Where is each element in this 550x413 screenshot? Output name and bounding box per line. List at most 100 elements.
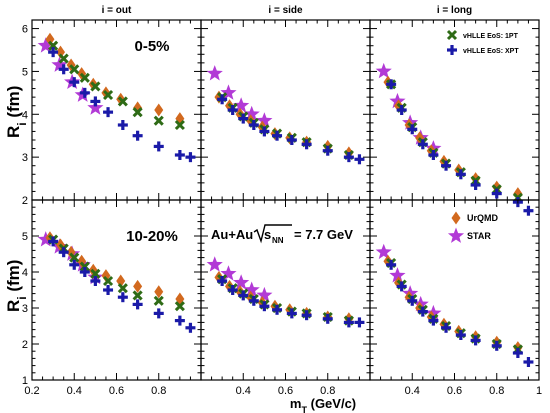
diamond-shape (154, 285, 164, 299)
data-point-vhlle-eos-1pt (79, 72, 90, 83)
cross-stroke (48, 40, 59, 51)
data-point-vhlle-eos-xpt (470, 180, 481, 190)
star-shape (243, 281, 260, 297)
legend-marker-star (447, 227, 465, 243)
data-point-vhlle-eos-1pt (174, 301, 185, 312)
data-point-vhlle-eos-xpt (238, 113, 249, 124)
y-axis-label-bottom: Ri (fm) (4, 260, 29, 312)
series-star (206, 65, 273, 128)
data-point-vhlle-eos-xpt (248, 295, 259, 306)
panel-grid: 2 3 4 5 6 i = out 0-5% i = side i = long 1 2 3 4 5 0.2… (22, 5, 542, 397)
data-point-star (375, 62, 392, 79)
star-shape (425, 304, 442, 321)
star-shape (206, 65, 223, 81)
series-urqmd (383, 254, 523, 355)
data-point-star (51, 56, 68, 72)
star-shape (389, 92, 406, 109)
data-point-vhlle-eos-1pt (79, 261, 90, 272)
data-point-vhlle-eos-1pt (102, 275, 114, 287)
legend-marker-vhlle-eos-xpt (447, 45, 457, 55)
series-vhlle-eos-xpt (217, 276, 365, 328)
cross-stroke (79, 261, 90, 272)
series-star (375, 62, 442, 156)
data-point-vhlle-eos-xpt (79, 267, 90, 277)
data-point-star (87, 99, 104, 115)
star-shape (375, 243, 392, 260)
data-point-vhlle-eos-1pt (132, 107, 143, 118)
data-point-star (425, 304, 442, 321)
y-axis-label-top: Ri (fm) (4, 86, 29, 138)
data-point-star (375, 243, 392, 260)
y-tick-label: 4 (22, 109, 28, 121)
data-point-vhlle-eos-xpt (322, 145, 333, 156)
data-point-vhlle-eos-xpt (301, 139, 312, 150)
legend-data: UrQMD STAR (447, 211, 498, 243)
data-point-vhlle-eos-xpt (48, 236, 59, 247)
data-point-star (220, 84, 237, 100)
data-point-urqmd (45, 32, 55, 46)
panel-r0-c0: 2 3 4 5 6 i = out 0-5% (22, 5, 202, 207)
data-point-vhlle-eos-xpt (343, 152, 354, 163)
data-point-star (220, 265, 237, 281)
data-point-vhlle-eos-xpt (132, 130, 143, 141)
legend-label: STAR (467, 231, 491, 241)
collision-annotation: Au+Au s NN = 7.7 GeV (211, 224, 353, 245)
data-point-vhlle-eos-1pt (90, 268, 101, 279)
star-shape (51, 56, 68, 72)
legend-label: vHLLE EoS: XPT (463, 48, 519, 55)
data-point-vhlle-eos-xpt (428, 315, 439, 326)
data-point-vhlle-eos-1pt (90, 81, 101, 92)
data-point-vhlle-eos-xpt (58, 64, 69, 75)
data-point-vhlle-eos-1pt (153, 295, 164, 306)
data-point-vhlle-eos-1pt (48, 40, 59, 51)
data-point-vhlle-eos-xpt (103, 107, 114, 118)
cross-stroke (174, 119, 185, 131)
data-point-vhlle-eos-xpt (512, 348, 523, 358)
cross-stroke (90, 81, 101, 92)
panel-title: i = out (102, 5, 132, 16)
centrality-label: 10-20% (126, 228, 178, 245)
data-point-vhlle-eos-xpt (396, 105, 407, 115)
data-point-vhlle-eos-xpt (185, 322, 196, 333)
cross-stroke (132, 290, 143, 301)
cross-stroke (69, 252, 80, 263)
series-star (375, 243, 442, 321)
legend-marker-vhlle-eos-1pt (446, 29, 458, 41)
data-point-vhlle-eos-1pt (117, 96, 128, 107)
panel-frame (31, 19, 202, 201)
data-point-vhlle-eos-xpt (386, 79, 397, 90)
data-point-vhlle-eos-xpt (58, 247, 69, 258)
x-tick-label: 0.4 (236, 385, 251, 397)
annotation-s-nn: s (264, 227, 271, 242)
data-point-star (37, 231, 54, 247)
data-point-vhlle-eos-xpt (103, 285, 114, 295)
series-vhlle-eos-xpt (386, 79, 534, 216)
diamond-shape (45, 32, 55, 46)
data-point-vhlle-eos-xpt (217, 276, 228, 286)
data-point-vhlle-eos-1pt (58, 53, 69, 64)
data-point-vhlle-eos-xpt (322, 313, 333, 324)
data-point-vhlle-eos-xpt (407, 124, 418, 135)
diamond-shape (133, 279, 143, 293)
data-point-vhlle-eos-xpt (386, 259, 397, 270)
data-point-vhlle-eos-xpt (455, 330, 466, 340)
data-point-vhlle-eos-xpt (117, 292, 128, 303)
y-tick-label: 4 (22, 267, 28, 279)
cross-stroke (69, 64, 80, 75)
diamond-shape (66, 245, 76, 259)
data-point-star (206, 256, 223, 272)
centrality-label: 0-5% (134, 38, 169, 55)
star-shape (447, 227, 465, 243)
data-point-vhlle-eos-xpt (259, 126, 270, 137)
legend-label: vHLLE EoS: 1PT (463, 33, 519, 40)
data-point-vhlle-eos-xpt (428, 150, 439, 160)
series-vhlle-eos-xpt (386, 259, 534, 367)
y-tick-label: 3 (22, 152, 28, 164)
star-shape (256, 112, 273, 128)
annotation-energy: = 7.7 GeV (294, 227, 353, 242)
x-axis-label: mT (GeV/c) (290, 396, 356, 413)
y-tick-label: 5 (22, 231, 28, 243)
data-point-star (389, 267, 406, 283)
data-point-star (389, 92, 406, 109)
data-point-vhlle-eos-1pt (69, 252, 80, 263)
